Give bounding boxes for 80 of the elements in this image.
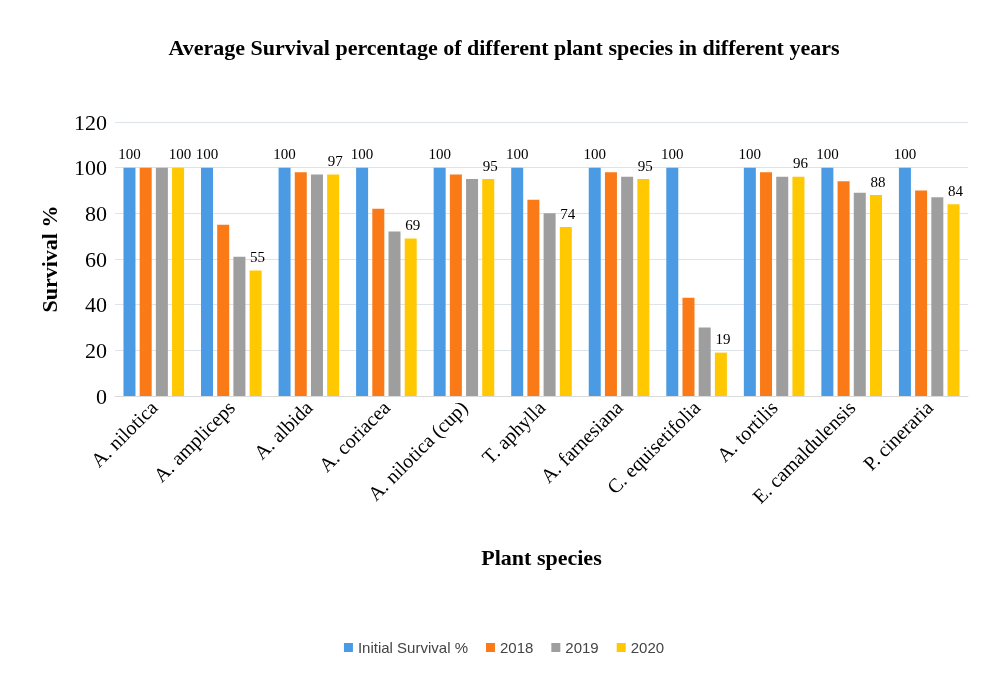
- y-tick-label: 80: [85, 200, 107, 226]
- bar: [310, 174, 323, 396]
- bar: [433, 167, 446, 396]
- bar: [947, 204, 960, 396]
- bar: [837, 181, 850, 396]
- data-label: 100: [273, 146, 296, 163]
- bar: [666, 167, 679, 396]
- bar: [915, 190, 928, 396]
- bar: [404, 238, 417, 396]
- legend-label: 2018: [499, 639, 534, 656]
- bar: [931, 197, 944, 396]
- bar: [511, 167, 524, 396]
- chart-title: Average Survival percentage of different plant species in different years: [168, 34, 840, 60]
- bar: [466, 179, 479, 396]
- data-label: 100: [661, 146, 684, 163]
- bar: [172, 167, 185, 396]
- bar: [388, 231, 401, 396]
- y-tick-label: 20: [85, 337, 107, 363]
- data-label: 100: [118, 146, 141, 163]
- data-label: 100: [168, 146, 192, 163]
- bar: [743, 167, 756, 396]
- bar: [621, 176, 634, 396]
- data-label: 88: [870, 173, 886, 190]
- bar: [543, 213, 556, 396]
- data-label: 74: [560, 205, 576, 222]
- bar: [372, 208, 385, 396]
- data-label: 100: [893, 146, 917, 163]
- legend-label: 2020: [630, 639, 665, 656]
- data-label: 55: [250, 248, 266, 265]
- bar: [233, 256, 246, 396]
- data-label: 100: [738, 146, 762, 163]
- data-label: 95: [482, 157, 498, 174]
- data-label: 96: [792, 155, 809, 172]
- bar: [792, 176, 805, 396]
- data-label: 84: [948, 182, 964, 199]
- bar: [155, 167, 168, 396]
- bar: [637, 179, 650, 396]
- bar: [604, 172, 617, 396]
- bar: [482, 179, 495, 396]
- bar: [249, 270, 262, 396]
- bar: [682, 297, 695, 396]
- bar: [588, 167, 601, 396]
- bar: [201, 167, 214, 396]
- bar: [527, 199, 540, 396]
- bar: [714, 352, 727, 396]
- bar: [776, 176, 789, 396]
- y-tick-label: 60: [85, 246, 107, 272]
- bar: [853, 192, 866, 396]
- bar: [698, 327, 711, 396]
- bar: [869, 195, 882, 396]
- bar: [294, 172, 307, 396]
- bar: [139, 167, 152, 396]
- data-label: 100: [195, 146, 219, 163]
- data-label: 95: [637, 157, 653, 174]
- bar: [217, 224, 230, 396]
- bar: [449, 174, 462, 396]
- data-label: 100: [583, 146, 606, 163]
- bar: [559, 227, 572, 396]
- legend-label: Initial Survival %: [357, 639, 468, 656]
- data-label: 19: [715, 331, 731, 348]
- y-tick-label: 40: [85, 292, 107, 318]
- y-tick-label: 100: [74, 155, 107, 181]
- data-label: 100: [505, 146, 529, 163]
- data-label: 97: [327, 153, 344, 170]
- bar: [123, 167, 136, 396]
- y-axis-title: Survival %: [36, 205, 62, 313]
- y-tick-label: 0: [96, 383, 107, 409]
- data-label: 100: [428, 146, 451, 163]
- legend-label: 2019: [565, 639, 599, 656]
- x-axis-title: Plant species: [481, 544, 603, 570]
- bar: [356, 167, 369, 396]
- bar: [278, 167, 291, 396]
- bar: [327, 174, 340, 396]
- bar: [821, 167, 834, 396]
- y-tick-label: 120: [74, 109, 107, 135]
- data-label: 100: [816, 146, 839, 163]
- data-label: 69: [405, 216, 421, 233]
- bar: [898, 167, 911, 396]
- data-label: 100: [350, 146, 374, 163]
- bar: [760, 172, 773, 396]
